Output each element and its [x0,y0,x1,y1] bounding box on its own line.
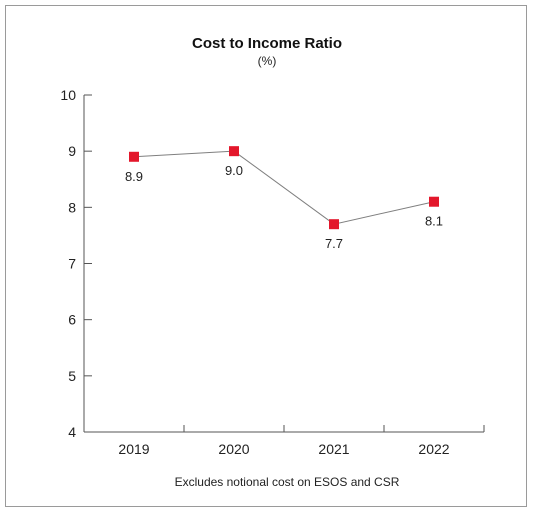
x-tick-label: 2020 [218,441,249,457]
series-line [133,150,435,225]
y-tick-label: 9 [68,143,76,159]
y-tick-label: 6 [68,312,76,328]
data-point [229,146,239,157]
data-marks: 8.9 9.0 7.7 8.1 [125,146,443,251]
y-tick-label: 7 [68,256,76,272]
y-tick-label: 10 [60,87,76,103]
y-tick-label: 8 [68,199,76,215]
y-tick-label: 5 [68,368,76,384]
data-label: 9.0 [225,163,243,178]
data-label: 7.7 [325,236,343,251]
x-tick-label: 2019 [118,441,149,457]
data-point [429,196,439,207]
x-tick-label: 2022 [418,441,449,457]
data-point [329,219,339,230]
chart-frame [5,5,527,507]
data-label: 8.9 [125,169,143,184]
y-tick-label: 4 [68,424,76,440]
chart-title: Cost to Income Ratio [192,35,342,52]
x-tick-label: 2021 [318,441,349,457]
footnote: Excludes notional cost on ESOS and CSR [175,475,400,489]
chart-subtitle: (%) [258,54,277,68]
axes: 4 5 6 7 8 9 10 2019 2020 2021 2022 [60,87,485,457]
data-label: 8.1 [425,214,443,229]
data-point [129,151,139,162]
